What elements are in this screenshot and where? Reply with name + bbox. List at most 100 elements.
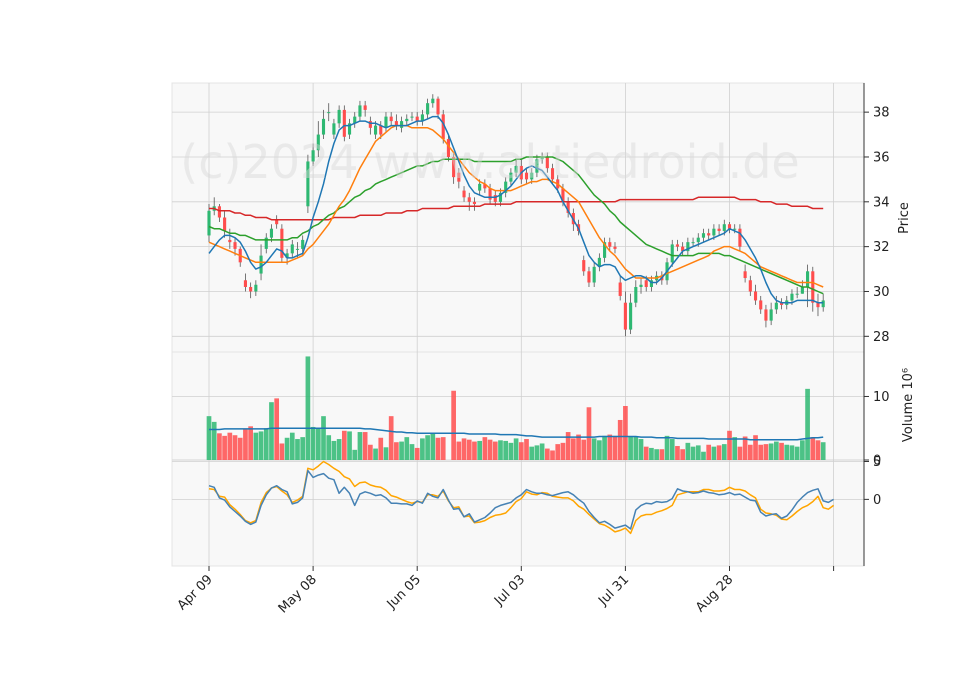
candle-body <box>550 168 555 180</box>
candle-body <box>446 139 450 157</box>
volume-bar <box>711 446 717 460</box>
volume-bar <box>222 435 227 460</box>
volume-bar <box>695 445 701 460</box>
candle-body <box>686 242 690 252</box>
volume-bar <box>300 437 306 460</box>
candle-body <box>592 266 596 283</box>
volume-bar <box>284 437 290 460</box>
volume-bar <box>466 439 472 460</box>
indicator-lines <box>208 115 835 535</box>
volume-bar <box>649 447 654 460</box>
candle-body <box>707 233 711 236</box>
volume-bar <box>461 438 467 460</box>
volume-bar <box>456 441 462 460</box>
price-axis-label: Price <box>897 202 912 234</box>
volume-bar <box>211 421 217 460</box>
candle-body <box>608 242 612 247</box>
volume-bar <box>597 440 602 460</box>
volume-bar <box>576 434 581 460</box>
volume-bar <box>779 442 784 460</box>
candle-body <box>363 105 367 110</box>
candle-body <box>243 280 247 287</box>
volume-bar <box>217 433 222 460</box>
volume-bar <box>664 435 670 460</box>
volume-bar <box>253 432 259 460</box>
volume-bar <box>440 437 446 460</box>
candle-body <box>509 172 513 182</box>
volume-bar <box>742 436 748 460</box>
volume-bar <box>378 437 384 460</box>
volume-tick-label: 10 <box>873 390 890 405</box>
candle-body <box>582 260 586 272</box>
volume-bar <box>737 446 743 460</box>
volume-bar <box>571 438 576 460</box>
volume-bar <box>524 439 529 460</box>
volume-bar <box>289 432 295 460</box>
ma-mid-line <box>208 124 824 288</box>
volume-bar <box>394 442 399 460</box>
candle-body <box>504 181 508 193</box>
volume-bar <box>508 442 514 460</box>
candle-body <box>259 255 263 274</box>
candle-body <box>347 123 352 135</box>
volume-bar <box>721 444 727 460</box>
candle-body <box>332 123 336 135</box>
price-tick-label: 36 <box>873 150 890 165</box>
candle-body <box>410 116 414 118</box>
candle-body <box>561 188 565 202</box>
volume-bar <box>362 432 368 460</box>
candle-body <box>400 121 404 128</box>
volume-tick-label: 0 <box>873 454 881 469</box>
candle-body <box>498 192 503 202</box>
candle-body <box>717 228 721 231</box>
candle-body <box>353 116 357 124</box>
candle-body <box>384 116 388 128</box>
candle-body <box>691 242 695 244</box>
volume-bar <box>414 447 420 460</box>
candle-body <box>233 242 237 249</box>
volume-bar <box>659 449 665 460</box>
candle-body <box>530 172 534 180</box>
volume-bar <box>550 450 555 460</box>
volume-bar <box>263 428 269 460</box>
oscillator-tick-label: 0 <box>873 493 881 508</box>
volume-bar <box>747 444 753 460</box>
volume-bars <box>206 356 826 460</box>
candle-body <box>264 237 268 249</box>
volume-bar <box>675 446 680 460</box>
volume-bar <box>388 416 394 460</box>
ma-slow-line <box>208 156 824 295</box>
candle-body <box>524 172 529 180</box>
volume-bar <box>503 440 509 460</box>
price-tick-label: 38 <box>873 106 890 121</box>
volume-bar <box>534 445 540 460</box>
candle-body <box>431 98 435 104</box>
volume-bar <box>383 447 389 460</box>
candle-body <box>493 195 497 202</box>
volume-bar <box>482 437 488 460</box>
volume-bar <box>555 444 561 460</box>
candle-body <box>649 280 653 287</box>
candle-body <box>514 165 518 173</box>
candle-body <box>733 228 737 230</box>
volume-bar <box>727 430 732 460</box>
candle-body <box>639 284 643 287</box>
volume-bar <box>581 439 587 460</box>
volume-bar <box>232 435 238 460</box>
volume-bar <box>206 416 212 460</box>
candle-body <box>769 309 773 321</box>
candle-body <box>701 233 706 238</box>
volume-bar <box>774 441 779 460</box>
volume-bar <box>258 431 264 460</box>
x-tick-label: Jun 05 <box>384 572 424 612</box>
volume-bar <box>305 356 311 460</box>
volume-bar <box>425 435 430 460</box>
volume-bar <box>451 390 456 460</box>
volume-bar <box>654 449 659 460</box>
volume-bar <box>784 444 790 460</box>
volume-bar <box>612 435 618 460</box>
candle-body <box>774 302 778 310</box>
candle-body <box>275 219 279 225</box>
